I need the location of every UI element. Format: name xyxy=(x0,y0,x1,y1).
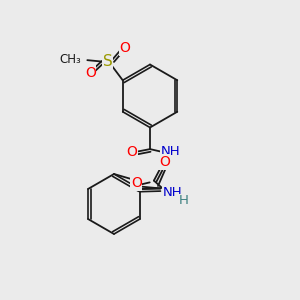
Text: CH₃: CH₃ xyxy=(59,53,81,66)
Text: H: H xyxy=(179,194,189,208)
Text: S: S xyxy=(103,54,112,69)
Text: NH: NH xyxy=(163,186,183,199)
Text: O: O xyxy=(131,176,142,190)
Text: O: O xyxy=(159,155,170,169)
Text: O: O xyxy=(127,145,137,158)
Text: O: O xyxy=(120,41,130,55)
Text: O: O xyxy=(85,66,96,80)
Text: NH: NH xyxy=(160,145,180,158)
